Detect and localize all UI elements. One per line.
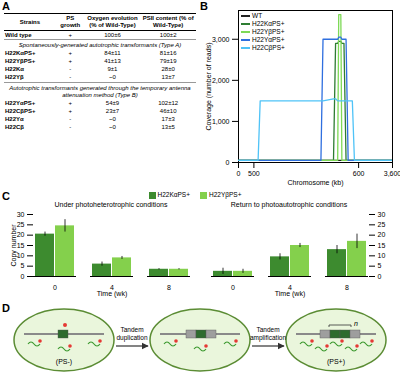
svg-text:(PS+): (PS+) xyxy=(327,358,345,366)
html-text:H22YβPS+: H22YβPS+ xyxy=(252,28,285,35)
svg-text:0: 0 xyxy=(237,170,241,177)
svg-text:500: 500 xyxy=(248,170,260,177)
html-text:A: A xyxy=(2,0,10,12)
svg-text:(PS-): (PS-) xyxy=(56,358,72,366)
html-text:Oxygen evolution (% of Wild-Ty: Oxygen evolution (% of Wild-Type) xyxy=(87,15,138,28)
html-text:Wild type: Wild type xyxy=(5,31,32,38)
html-text:Return to photoautotrophic con: Return to photoautotrophic conditions xyxy=(230,201,348,208)
html-text:D: D xyxy=(2,302,10,314)
svg-text:Time (wk): Time (wk) xyxy=(275,290,305,298)
svg-text:20: 20 xyxy=(378,231,386,238)
svg-text:Time (wk): Time (wk) xyxy=(97,290,127,298)
svg-text:10: 10 xyxy=(378,252,386,259)
html-text:41±13: 41±13 xyxy=(104,58,121,64)
html-text:H22YαPS+: H22YαPS+ xyxy=(5,99,36,106)
html-text:Strains: Strains xyxy=(19,18,41,25)
html-text:H22Yβ: H22Yβ xyxy=(5,74,24,80)
svg-text:4: 4 xyxy=(288,284,292,292)
html-text:PS growth: PS growth xyxy=(60,15,81,28)
svg-text:0: 0 xyxy=(231,284,235,291)
svg-text:8: 8 xyxy=(167,284,171,291)
svg-text:0: 0 xyxy=(226,159,230,166)
svg-text:Copy number: Copy number xyxy=(10,224,18,267)
html-text:100±2: 100±2 xyxy=(159,31,177,38)
html-text:84±11: 84±11 xyxy=(104,50,121,56)
html-text:H22KαPS+: H22KαPS+ xyxy=(252,20,285,27)
svg-text:25: 25 xyxy=(378,221,386,228)
html-text:102±12: 102±12 xyxy=(158,99,179,106)
html-text:13±7: 13±7 xyxy=(161,74,175,80)
svg-text:600: 600 xyxy=(353,170,365,177)
svg-text:8: 8 xyxy=(345,284,349,291)
html-text:H22CβPS+: H22CβPS+ xyxy=(252,44,285,51)
svg-text:0: 0 xyxy=(378,273,382,280)
svg-text:5: 5 xyxy=(378,262,382,269)
html-text:Under photoheterotrophic condi: Under photoheterotrophic conditions xyxy=(54,201,168,208)
svg-text:2,000: 2,000 xyxy=(212,77,230,84)
svg-text:0: 0 xyxy=(21,273,25,280)
svg-text:5: 5 xyxy=(21,262,25,269)
svg-text:Chromosome (kb): Chromosome (kb) xyxy=(287,179,343,187)
html-text:C: C xyxy=(2,190,10,202)
html-text:H22Cβ: H22Cβ xyxy=(5,123,24,130)
svg-text:1,000: 1,000 xyxy=(212,118,230,125)
html-text:46±10: 46±10 xyxy=(159,107,177,114)
html-text:H22YαPS+: H22YαPS+ xyxy=(252,36,285,43)
html-text:79±19: 79±19 xyxy=(159,58,177,64)
svg-text:4: 4 xyxy=(110,284,114,292)
svg-text:3,600: 3,600 xyxy=(384,170,400,177)
svg-text:30: 30 xyxy=(378,211,386,218)
html-text:13±5: 13±5 xyxy=(161,123,175,130)
html-text:Spontaneously-generated autotr: Spontaneously-generated autotrophic tran… xyxy=(18,42,182,48)
html-text:28±0: 28±0 xyxy=(161,66,175,72)
html-text:PSII content (% of Wild-Type): PSII content (% of Wild-Type) xyxy=(142,15,194,28)
svg-text:3,000: 3,000 xyxy=(212,35,230,42)
html-text:54±9: 54±9 xyxy=(105,99,120,106)
html-text:~0: ~0 xyxy=(109,123,116,130)
html-text:~0: ~0 xyxy=(109,115,116,122)
html-text:B: B xyxy=(200,0,208,12)
html-text:H22CβPS+: H22CβPS+ xyxy=(5,107,36,114)
html-text:H22YβPS+: H22YβPS+ xyxy=(209,191,242,198)
html-text:~0: ~0 xyxy=(109,74,116,80)
html-text:9±1: 9±1 xyxy=(107,66,118,72)
html-text:H22KαPS+: H22KαPS+ xyxy=(5,50,36,56)
html-text:WT: WT xyxy=(252,12,263,19)
html-text:H22YβPS+: H22YβPS+ xyxy=(5,58,36,64)
html-text:17±3: 17±3 xyxy=(161,115,175,122)
html-text:H22Kα: H22Kα xyxy=(5,66,24,72)
html-text:H22KαPS+: H22KαPS+ xyxy=(157,191,190,198)
svg-text:Tandemamplification: Tandemamplification xyxy=(250,326,287,342)
svg-text:0: 0 xyxy=(53,284,57,291)
svg-text:30: 30 xyxy=(17,211,25,218)
html-text:100±6: 100±6 xyxy=(104,31,121,38)
html-text:H22Yα: H22Yα xyxy=(5,115,24,122)
svg-text:15: 15 xyxy=(17,242,25,249)
svg-text:10: 10 xyxy=(17,252,25,259)
html-text:23±7: 23±7 xyxy=(105,107,120,114)
svg-text:20: 20 xyxy=(17,231,25,238)
html-text:81±16: 81±16 xyxy=(159,50,177,56)
html-text:Autotrophic transformants gene: Autotrophic transformants generated thro… xyxy=(9,84,191,98)
svg-text:n: n xyxy=(354,320,358,327)
svg-text:25: 25 xyxy=(17,221,25,228)
svg-text:15: 15 xyxy=(378,242,386,249)
svg-text:Tandemduplication: Tandemduplication xyxy=(116,326,147,342)
svg-text:Coverage (number of reads): Coverage (number of reads) xyxy=(205,43,213,131)
